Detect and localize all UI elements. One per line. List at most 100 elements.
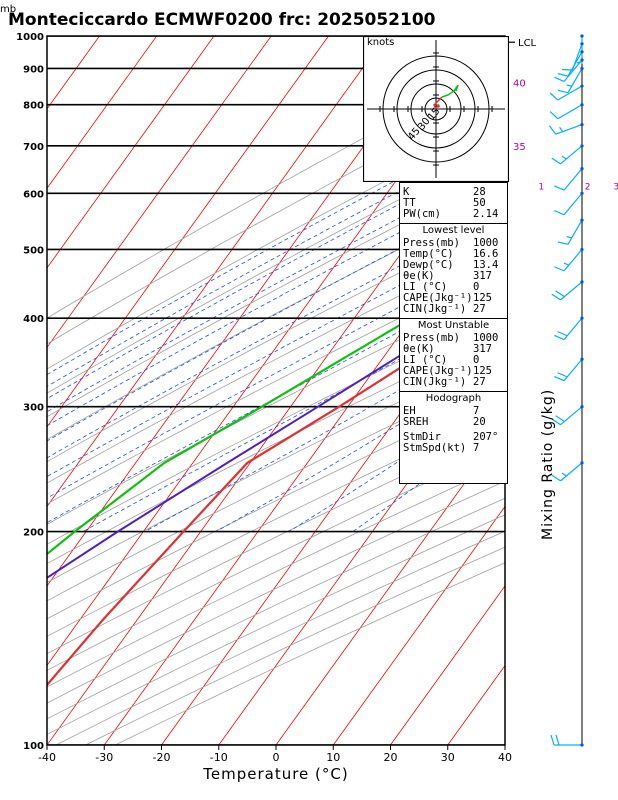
wind-barb-shaft bbox=[563, 249, 583, 272]
wind-barb-flag bbox=[557, 331, 568, 337]
stat-label: Press(mb) bbox=[403, 237, 460, 249]
wind-barb-dot bbox=[580, 58, 584, 62]
wind-barb-shaft bbox=[563, 59, 583, 82]
y-tick-label: 300 bbox=[23, 403, 44, 414]
isotherm-line bbox=[47, 36, 158, 190]
stat-value: 7 bbox=[473, 442, 480, 454]
stat-label: θe(K) bbox=[403, 270, 435, 282]
wind-barb-dot bbox=[580, 743, 584, 747]
wind-barb bbox=[549, 84, 584, 101]
wind-barb-flag bbox=[555, 290, 565, 298]
x-tick-label: 20 bbox=[384, 751, 398, 764]
stat-value: 16.6 bbox=[473, 248, 499, 260]
stat-row: Press(mb) 1000 bbox=[400, 333, 507, 344]
stat-value: 7 bbox=[473, 405, 480, 417]
wind-barb-dot bbox=[580, 122, 584, 127]
wind-barb-flag bbox=[549, 111, 559, 120]
wind-barb bbox=[557, 50, 584, 77]
stat-row: θe(K) 317 bbox=[400, 271, 507, 282]
wind-barb-flag bbox=[557, 73, 569, 77]
stat-label: Dewp(°C) bbox=[403, 259, 454, 271]
isotherm-line bbox=[103, 187, 505, 745]
wind-barb-dot bbox=[580, 461, 584, 465]
stat-row-tt: TT 50 bbox=[403, 197, 486, 209]
wind-barb-dot bbox=[580, 247, 584, 252]
dry-adiabat-line bbox=[47, 287, 505, 525]
stat-label: CIN(Jkg⁻¹) bbox=[403, 303, 467, 315]
stats-panel: K 28 TT 50 PW(cm) 2.14 Lowest level Press(m… bbox=[399, 182, 508, 484]
pressure-unit-label: mb bbox=[0, 4, 17, 15]
stat-row: StmSpd(kt) 7 bbox=[400, 443, 507, 454]
stat-row: LI (°C) 0 bbox=[400, 355, 507, 366]
wind-barb-dot bbox=[580, 34, 584, 38]
stat-value: 1000 bbox=[473, 237, 499, 249]
wind-barb-dot bbox=[580, 405, 584, 409]
mixing-ratio-tick-label: 3 bbox=[613, 182, 618, 192]
y-tick-label: 900 bbox=[23, 64, 44, 75]
x-tick-label: 30 bbox=[441, 751, 455, 764]
dry-adiabat-line bbox=[47, 265, 505, 505]
stat-value: 0 bbox=[473, 281, 480, 293]
hodograph-trace-high bbox=[441, 84, 459, 98]
lowest-level-rows: Press(mb) 1000 Temp(°C) 16.6 Dewp(°C) 13.4 θe(… bbox=[400, 238, 507, 315]
isotherm-line bbox=[275, 426, 505, 745]
dry-adiabat-line bbox=[47, 144, 505, 394]
wind-barb-dot bbox=[580, 357, 584, 361]
wind-barb-shaft bbox=[557, 104, 583, 120]
wind-barb-shaft bbox=[567, 68, 583, 93]
x-tick-label: -10 bbox=[210, 751, 228, 764]
moist-adiabat-line bbox=[47, 272, 505, 524]
x-tick-label: 10 bbox=[326, 751, 340, 764]
y-tick-label: 200 bbox=[23, 528, 44, 539]
wind-barb-shaft bbox=[563, 192, 583, 216]
isotherm-line bbox=[47, 36, 387, 508]
mixing-ratio-tick-label: 1 bbox=[538, 182, 544, 192]
wind-barb bbox=[554, 191, 584, 216]
x-tick-label: 0 bbox=[273, 751, 280, 764]
wind-barb-flag bbox=[554, 185, 565, 191]
stat-row-pw: PW(cm) 2.14 bbox=[403, 208, 499, 220]
stat-row: SREH 20 bbox=[400, 417, 507, 428]
temperature-profile-line bbox=[47, 298, 505, 687]
wind-barb-dot bbox=[580, 218, 584, 222]
wind-barb-dot bbox=[580, 66, 584, 71]
wind-barb bbox=[554, 167, 584, 191]
stat-label: StmDir bbox=[403, 431, 441, 443]
mixing-ratio-tick-label: 2 bbox=[585, 182, 591, 192]
stat-row: CAPE(Jkg⁻¹) 125 bbox=[400, 293, 507, 304]
moist-adiabat-line bbox=[47, 228, 505, 478]
wind-barb-flag bbox=[551, 474, 561, 482]
section-header-hodograph: Hodograph bbox=[400, 391, 507, 406]
hodograph-trace-low bbox=[433, 96, 443, 110]
stat-label: LI (°C) bbox=[403, 354, 448, 366]
mixing-ratio-line bbox=[588, 36, 618, 193]
x-tick-label: 40 bbox=[498, 751, 512, 764]
isotherm-line bbox=[390, 585, 505, 745]
wind-barb-dot bbox=[580, 42, 584, 46]
wind-barb-flag bbox=[557, 372, 568, 378]
wind-barb-half-flag bbox=[561, 472, 567, 477]
stat-label: CAPE(Jkg⁻¹) bbox=[403, 365, 473, 377]
stat-label: CIN(Jkg⁻¹) bbox=[403, 376, 467, 388]
storm-rows: StmDir 207° StmSpd(kt) 7 bbox=[400, 432, 507, 454]
y-tick-label: 500 bbox=[23, 245, 44, 256]
dry-adiabat-line bbox=[85, 546, 505, 745]
dry-adiabat-line bbox=[47, 409, 505, 637]
wind-barb-half-flag bbox=[563, 262, 570, 266]
wind-barb-dot bbox=[580, 280, 584, 284]
stat-value: 27 bbox=[473, 376, 486, 388]
wind-barb-dot bbox=[580, 316, 584, 320]
wind-barb bbox=[551, 280, 584, 301]
wind-barb bbox=[551, 405, 584, 426]
wind-barb-shaft bbox=[557, 85, 583, 101]
wind-barb-dot bbox=[580, 144, 584, 148]
dewpoint-profile-line bbox=[47, 260, 505, 556]
wind-barb-flag bbox=[561, 68, 573, 71]
stat-label: Temp(°C) bbox=[403, 248, 454, 260]
wind-barb-flag bbox=[551, 293, 561, 301]
wind-barb-dot bbox=[580, 84, 584, 88]
wind-barb-shaft bbox=[567, 219, 583, 245]
stat-label: Press(mb) bbox=[403, 332, 460, 344]
wind-barb bbox=[554, 357, 584, 382]
x-tick-label: -30 bbox=[95, 751, 113, 764]
